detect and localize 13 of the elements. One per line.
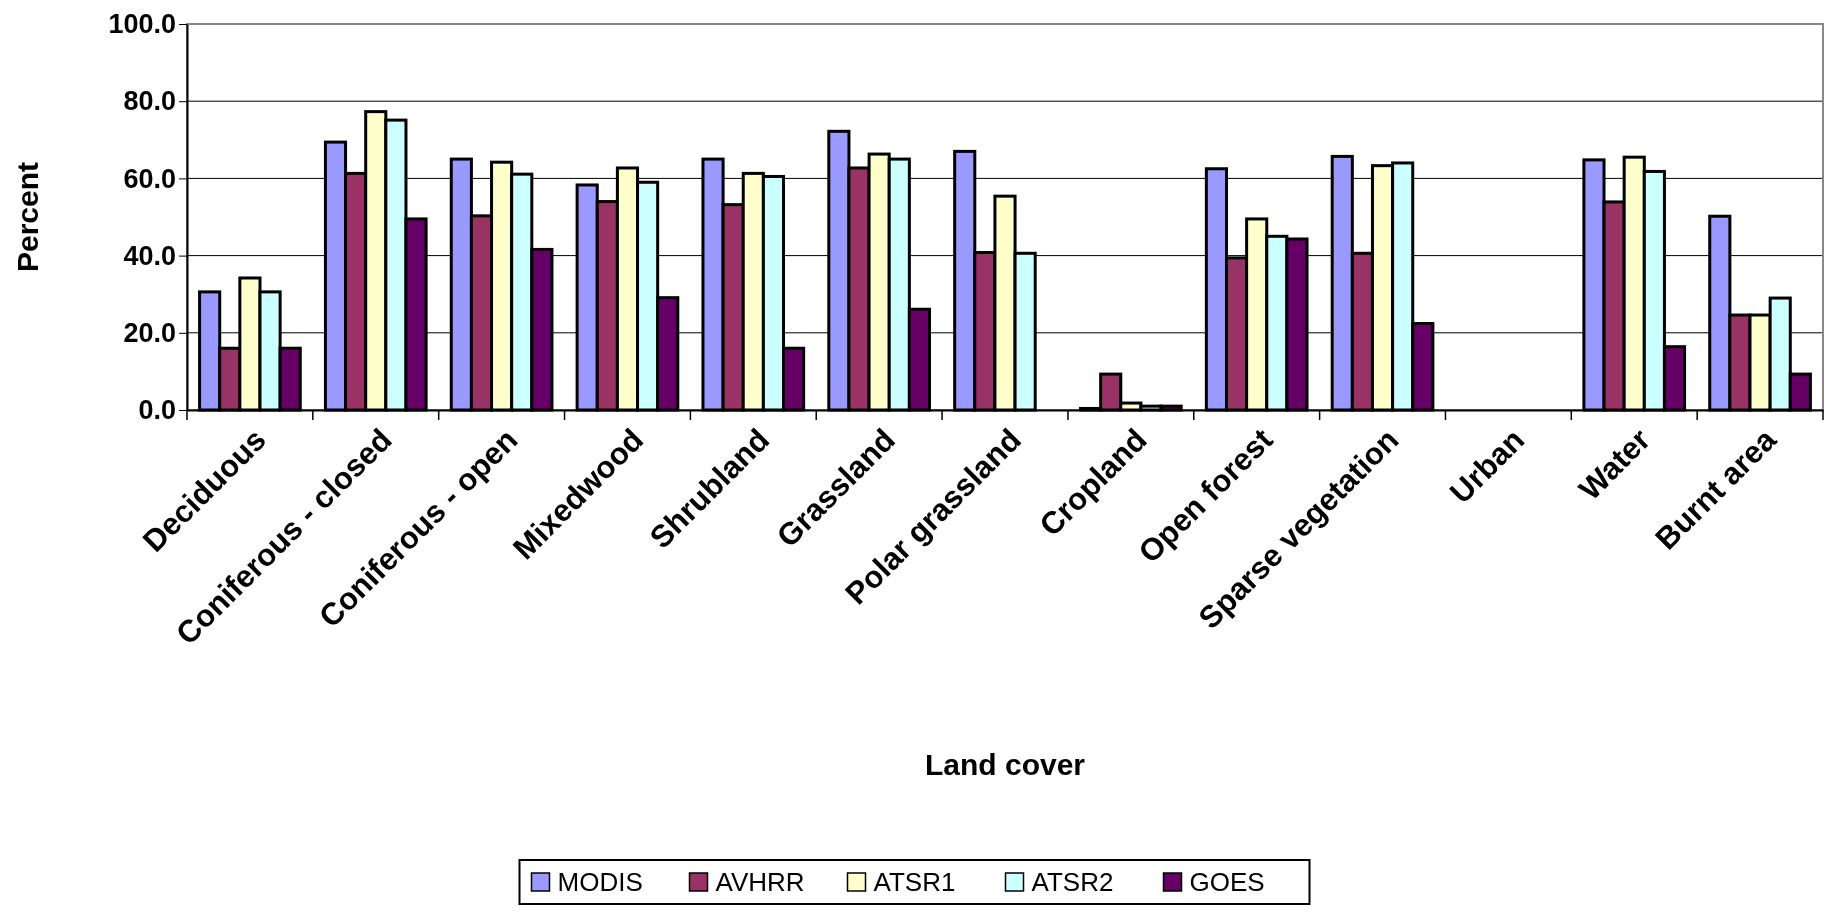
y-tick-label: 80.0 (123, 86, 176, 117)
y-tick-label: 60.0 (123, 163, 176, 194)
y-axis-title: Percent (11, 161, 44, 273)
y-tick-label: 100.0 (108, 9, 176, 40)
legend-label: MODIS (557, 867, 643, 898)
x-axis-title: Land cover (924, 748, 1086, 781)
legend-label: AVHRR (715, 867, 805, 898)
legend-label: ATSR2 (1031, 867, 1114, 898)
y-tick-label: 20.0 (123, 317, 176, 348)
legend-label: ATSR1 (873, 867, 956, 898)
y-tick-label: 40.0 (123, 240, 176, 271)
y-tick-label: 0.0 (138, 395, 176, 426)
legend-label: GOES (1189, 867, 1265, 898)
